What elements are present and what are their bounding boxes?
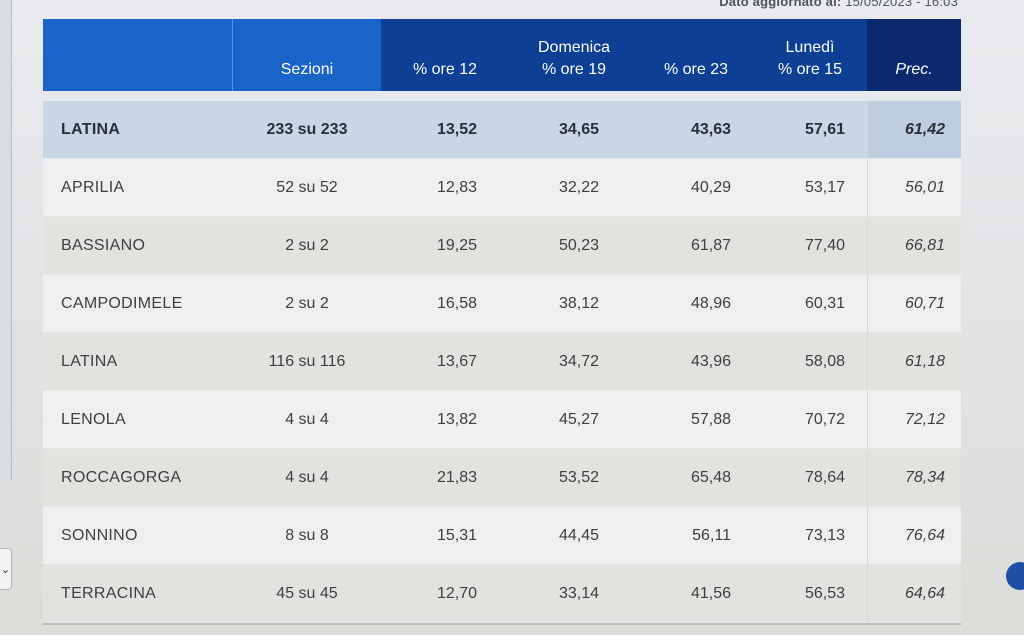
cell-ore12: 16,58 bbox=[436, 294, 477, 312]
cell-ore12: 13,52 bbox=[436, 120, 477, 138]
header-sezioni[interactable]: Sezioni bbox=[233, 19, 381, 91]
cell-ore15: 77,40 bbox=[804, 236, 845, 254]
header-prec[interactable]: Prec. bbox=[867, 19, 961, 91]
cell-ore19: 33,14 bbox=[558, 584, 599, 602]
floating-action-button[interactable] bbox=[1006, 562, 1024, 590]
cell-ore12: 13,67 bbox=[436, 352, 477, 370]
cell-ore15: 70,72 bbox=[804, 410, 845, 428]
cell-ore23: 48,96 bbox=[690, 294, 731, 312]
cell-ore12: 13,82 bbox=[436, 410, 477, 428]
update-timestamp: Dato aggiornato al: 15/05/2023 - 16:03 bbox=[719, 0, 958, 9]
cell-prec: 64,64 bbox=[867, 565, 961, 622]
cell-ore23: 56,11 bbox=[692, 526, 731, 544]
cell-sezioni: 2 su 2 bbox=[285, 236, 329, 254]
cell-prec: 76,64 bbox=[867, 507, 961, 564]
cell-prec: 78,34 bbox=[867, 449, 961, 506]
update-label: Dato aggiornato al: bbox=[719, 0, 842, 9]
cell-ore12: 12,83 bbox=[436, 178, 477, 196]
cell-ore23: 65,48 bbox=[690, 468, 731, 486]
table-body: LATINA 233 su 233 13,52 34,65 43,63 57,6… bbox=[43, 101, 961, 623]
cell-ore12: 21,83 bbox=[436, 468, 477, 486]
cell-sezioni: 52 su 52 bbox=[276, 178, 338, 196]
cell-sezioni: 4 su 4 bbox=[285, 410, 329, 428]
table-row[interactable]: ROCCAGORGA 4 su 4 21,83 53,52 65,48 78,6… bbox=[43, 449, 961, 507]
cell-ore19: 34,65 bbox=[558, 120, 599, 138]
cell-prec: 72,12 bbox=[867, 391, 961, 448]
table-row[interactable]: BASSIANO 2 su 2 19,25 50,23 61,87 77,40 … bbox=[43, 217, 961, 275]
cell-name: BASSIANO bbox=[61, 236, 146, 254]
cell-ore23: 43,96 bbox=[690, 352, 731, 370]
header-group-lunedi: Lunedì bbox=[785, 39, 835, 56]
header-ore23[interactable]: % ore 23 bbox=[639, 19, 753, 91]
side-panel bbox=[0, 0, 12, 480]
cell-ore19: 34,72 bbox=[558, 352, 599, 370]
cell-ore23: 40,29 bbox=[690, 178, 731, 196]
cell-ore15: 73,13 bbox=[804, 526, 845, 544]
cell-ore23: 61,87 bbox=[690, 236, 731, 254]
cell-name: LATINA bbox=[61, 352, 118, 370]
header-prec-label: Prec. bbox=[895, 61, 933, 78]
cell-name: TERRACINA bbox=[61, 584, 157, 602]
cell-ore15: 78,64 bbox=[804, 468, 845, 486]
table-row[interactable]: LATINA 116 su 116 13,67 34,72 43,96 58,0… bbox=[43, 333, 961, 391]
cell-ore15: 57,61 bbox=[804, 120, 845, 138]
cell-ore15: 58,08 bbox=[804, 352, 845, 370]
header-ore15[interactable]: Lunedì % ore 15 bbox=[753, 19, 867, 91]
cell-ore19: 50,23 bbox=[558, 236, 599, 254]
table-row[interactable]: SONNINO 8 su 8 15,31 44,45 56,11 73,13 7… bbox=[43, 507, 961, 565]
header-ore12[interactable]: % ore 12 bbox=[381, 19, 509, 91]
cell-name: LENOLA bbox=[61, 410, 126, 428]
cell-ore23: 41,56 bbox=[690, 584, 731, 602]
cell-ore12: 19,25 bbox=[436, 236, 477, 254]
update-value: 15/05/2023 - 16:03 bbox=[845, 0, 958, 9]
table-row[interactable]: LENOLA 4 su 4 13,82 45,27 57,88 70,72 72… bbox=[43, 391, 961, 449]
header-name bbox=[43, 19, 233, 91]
header-ore23-label: % ore 23 bbox=[663, 61, 729, 78]
cell-ore23: 43,63 bbox=[690, 120, 731, 138]
cell-name: SONNINO bbox=[61, 526, 138, 544]
cell-sezioni: 8 su 8 bbox=[285, 526, 329, 544]
table-row[interactable]: TERRACINA 45 su 45 12,70 33,14 41,56 56,… bbox=[43, 565, 961, 623]
header-group-domenica: Domenica bbox=[537, 39, 611, 56]
cell-sezioni: 45 su 45 bbox=[276, 584, 338, 602]
table-row[interactable]: CAMPODIMELE 2 su 2 16,58 38,12 48,96 60,… bbox=[43, 275, 961, 333]
cell-name: LATINA bbox=[61, 120, 121, 138]
cell-ore15: 60,31 bbox=[804, 294, 845, 312]
cell-prec: 61,18 bbox=[867, 333, 961, 390]
cell-ore15: 56,53 bbox=[804, 584, 845, 602]
cell-prec: 60,71 bbox=[867, 275, 961, 332]
cell-ore19: 38,12 bbox=[558, 294, 599, 312]
cell-ore12: 15,31 bbox=[436, 526, 477, 544]
cell-ore23: 57,88 bbox=[690, 410, 731, 428]
table-row-total: LATINA 233 su 233 13,52 34,65 43,63 57,6… bbox=[43, 101, 961, 159]
table-header: Sezioni % ore 12 Domenica % ore 19 % ore… bbox=[43, 19, 961, 91]
table-bottom-divider bbox=[43, 623, 961, 625]
cell-ore19: 45,27 bbox=[558, 410, 599, 428]
cell-name: CAMPODIMELE bbox=[61, 294, 183, 312]
header-ore15-label: % ore 15 bbox=[777, 61, 843, 78]
turnout-table: Sezioni % ore 12 Domenica % ore 19 % ore… bbox=[43, 19, 961, 625]
cell-sezioni: 4 su 4 bbox=[285, 468, 329, 486]
cell-name: APRILIA bbox=[61, 178, 125, 196]
cell-ore19: 32,22 bbox=[558, 178, 599, 196]
cell-prec: 56,01 bbox=[867, 159, 961, 216]
cell-prec: 61,42 bbox=[867, 101, 961, 158]
cell-ore15: 53,17 bbox=[804, 178, 845, 196]
chevron-down-icon[interactable]: ⌄ bbox=[0, 548, 12, 590]
cell-sezioni: 2 su 2 bbox=[285, 294, 329, 312]
header-ore19-label: % ore 19 bbox=[541, 61, 607, 78]
cell-sezioni: 116 su 116 bbox=[268, 352, 346, 370]
header-sezioni-label: Sezioni bbox=[280, 61, 334, 78]
cell-name: ROCCAGORGA bbox=[61, 468, 182, 486]
table-row[interactable]: APRILIA 52 su 52 12,83 32,22 40,29 53,17… bbox=[43, 159, 961, 217]
cell-ore19: 44,45 bbox=[558, 526, 599, 544]
cell-ore12: 12,70 bbox=[436, 584, 477, 602]
header-ore19[interactable]: Domenica % ore 19 bbox=[509, 19, 639, 91]
header-ore12-label: % ore 12 bbox=[412, 61, 478, 78]
cell-ore19: 53,52 bbox=[558, 468, 599, 486]
cell-sezioni: 233 su 233 bbox=[266, 120, 348, 138]
cell-prec: 66,81 bbox=[867, 217, 961, 274]
